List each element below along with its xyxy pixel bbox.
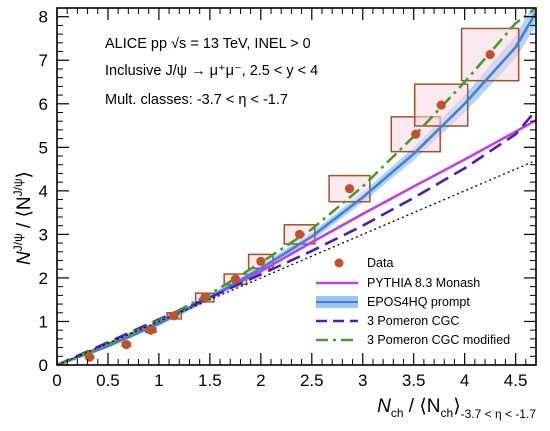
model-curves: [57, 8, 536, 365]
x-tick-label: 4.5: [504, 371, 528, 390]
legend-label-epos: EPOS4HQ prompt: [367, 295, 470, 309]
y-tick-label: 3: [39, 225, 48, 244]
legend-label-data: Data: [367, 256, 393, 270]
x-tick-label: 0: [52, 371, 61, 390]
y-title-mid-sup: J/ψ: [11, 178, 25, 196]
legend-item-cgc: 3 Pomeron CGC: [316, 314, 459, 328]
legend-label-cgc-modified: 3 Pomeron CGC modified: [367, 333, 510, 347]
y-tick-label: 7: [39, 51, 48, 70]
legend-item-data: Data: [334, 256, 393, 270]
y-title-main: N: [14, 251, 35, 265]
legend-marker-data: [334, 258, 344, 268]
x-tick-label: 2: [256, 371, 265, 390]
y-tick-label: 5: [39, 138, 48, 157]
plot-frame: [56, 7, 537, 366]
x-tick-label: 4: [460, 371, 469, 390]
curve-epos4hq: [57, 11, 536, 365]
x-axis-title: Nch / ⟨Nch⟩-3.7 < η < -1.7: [377, 396, 536, 421]
legend-item-epos: EPOS4HQ prompt: [316, 295, 470, 309]
legend-label-cgc: 3 Pomeron CGC: [367, 314, 459, 328]
y-tick-label: 6: [39, 95, 48, 114]
x-title-main: N: [377, 396, 391, 417]
y-axis-ticks: 0 1 2 3 4 5 6 7 8: [39, 8, 536, 375]
data-point-8: [294, 229, 305, 239]
x-tick-label: 2.5: [300, 371, 324, 390]
x-tick-label: 0.5: [96, 371, 120, 390]
legend-label-pythia: PYTHIA 8.3 Monash: [367, 276, 480, 290]
data-point-11: [436, 100, 446, 110]
y-tick-label: 4: [39, 182, 48, 201]
legend: Data PYTHIA 8.3 Monash EPOS4HQ prompt 3 …: [316, 256, 510, 347]
data-point-9: [344, 184, 355, 194]
annotation-line-3: Mult. classes: -3.7 < η < -1.7: [105, 92, 288, 108]
legend-item-pythia: PYTHIA 8.3 Monash: [316, 276, 480, 290]
x-axis-ticks: 0 0.5 1 1.5 2 2.5 3 3.5 4 4.5: [52, 8, 537, 390]
y-axis-title: NJ/ψ / ⟨NJ/ψ⟩: [11, 171, 35, 265]
svg-text:NJ/ψ / ⟨NJ/ψ⟩: NJ/ψ / ⟨NJ/ψ⟩: [11, 171, 35, 265]
svg-text:Nch / ⟨Nch⟩-3.7 < η < -1.7: Nch / ⟨Nch⟩-3.7 < η < -1.7: [377, 396, 536, 421]
x-title-close: ⟩: [453, 396, 460, 417]
data-point-5: [200, 292, 210, 303]
y-tick-label: 1: [39, 312, 48, 331]
data-point-4: [169, 311, 179, 321]
x-tick-label: 3.5: [402, 371, 426, 390]
data-point-3: [146, 325, 156, 335]
data-point-7: [256, 256, 266, 266]
x-tick-label: 1.5: [198, 371, 222, 390]
curve-3pomeron-cgc-modified: [57, 8, 536, 365]
x-title-range-sub: -3.7 < η < -1.7: [461, 407, 537, 421]
y-title-mid: / ⟨N: [14, 196, 35, 233]
data-point-6: [230, 274, 240, 284]
y-tick-label: 2: [39, 269, 48, 288]
data-point-10: [411, 129, 421, 139]
x-title-main-sub: ch: [391, 406, 404, 420]
y-title-close: ⟩: [14, 171, 35, 178]
y-tick-label: 8: [39, 8, 48, 27]
curve-3pomeron-cgc: [57, 109, 536, 365]
annotation-line-2: Inclusive J/ψ → μ⁺μ⁻, 2.5 < y < 4: [105, 63, 318, 79]
y-title-main-sup: J/ψ: [11, 233, 25, 251]
x-tick-label: 3: [358, 371, 367, 390]
data-point-12: [485, 49, 495, 60]
x-title-mid: / ⟨N: [404, 396, 441, 417]
x-tick-label: 1: [154, 371, 163, 390]
data-point-2: [121, 339, 131, 350]
y-tick-label: 0: [39, 356, 48, 375]
annotation-line-1: ALICE pp √s = 13 TeV, INEL > 0: [105, 36, 311, 52]
data-point-1: [85, 352, 95, 362]
annotation-block: ALICE pp √s = 13 TeV, INEL > 0 Inclusive…: [105, 36, 318, 108]
curve-reference-diagonal: [57, 159, 536, 365]
legend-item-cgc-modified: 3 Pomeron CGC modified: [316, 333, 510, 347]
x-title-mid-sub: ch: [441, 406, 454, 420]
